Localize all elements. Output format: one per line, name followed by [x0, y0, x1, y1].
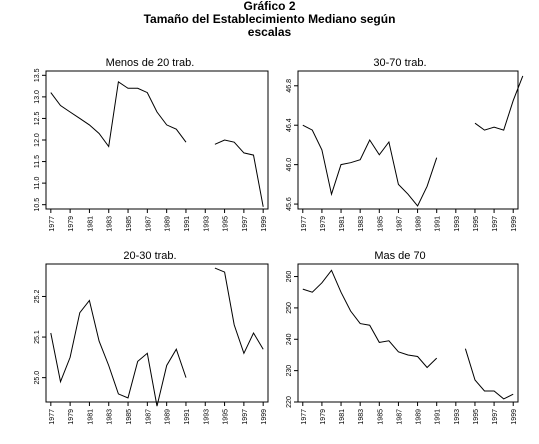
- x-tick-label: 1985: [126, 216, 133, 232]
- x-tick-label: 1987: [396, 409, 403, 425]
- x-tick-label: 1999: [261, 409, 268, 425]
- chart-panel-2: 30-70 trab. 1977 1979 1981 1983 1985 1987 1989 1…: [286, 57, 524, 232]
- x-tick-label: 1993: [454, 216, 461, 232]
- x-tick-label: 1991: [435, 216, 442, 232]
- y-tick-label: 25.0: [34, 371, 41, 385]
- y-tick-label: 46.8: [286, 79, 293, 93]
- figure-number: Gráfico 2: [243, 0, 296, 13]
- chart-panel-4: Mas de 70 1977 1979 1981 1983 1985 1987 1989 199…: [286, 250, 519, 425]
- x-tick-label: 1997: [492, 409, 499, 425]
- y-tick-label: 25.1: [34, 330, 41, 344]
- series-line-1: [50, 80, 187, 148]
- y-tick-label: 25.2: [34, 290, 41, 304]
- y-tick-label: 230: [286, 365, 293, 377]
- y-tick-label: 13.5: [34, 68, 41, 82]
- x-tick-label: 1981: [87, 216, 94, 232]
- x-tick-label: 1987: [396, 216, 403, 232]
- series-line-2: [464, 348, 514, 400]
- chart-panel-1: Menos de 20 trab. 1977 1979 1981 1983 1985 198…: [34, 57, 269, 232]
- x-tick-label: 1979: [68, 216, 75, 232]
- y-tick-label: 220: [286, 396, 293, 408]
- x-tick-label: 1993: [203, 409, 210, 425]
- figure-header: Gráfico 2 Tamaño del Establecimiento Med…: [0, 0, 539, 39]
- figure-title-continued: escalas: [247, 25, 292, 39]
- x-tick-label: 1983: [358, 216, 365, 232]
- x-tick-label: 1979: [320, 216, 327, 232]
- x-tick-label: 1987: [145, 216, 152, 232]
- x-tick-label: 1999: [511, 216, 518, 232]
- chart-title: Mas de 70: [374, 250, 425, 262]
- x-tick-label: 1989: [416, 216, 423, 232]
- x-tick-label: 1985: [377, 409, 384, 425]
- x-tick-label: 1995: [473, 216, 480, 232]
- chart-title: 20-30 trab.: [123, 250, 176, 262]
- y-tick-label: 12.5: [34, 112, 41, 126]
- x-tick-label: 1977: [301, 409, 308, 425]
- x-tick-label: 1979: [320, 409, 327, 425]
- series-line-2: [214, 267, 264, 355]
- x-tick-label: 1981: [87, 409, 94, 425]
- y-tick-label: 46.0: [286, 158, 293, 172]
- y-tick-label: 10.5: [34, 198, 41, 212]
- chart-panel-3: 20-30 trab. 1977 1979 1981 1983 1985 1987 1989 1…: [34, 250, 269, 425]
- y-tick-label: 13.0: [34, 90, 41, 104]
- x-tick-label: 1979: [68, 409, 75, 425]
- series-line-1: [302, 124, 438, 207]
- x-tick-label: 1983: [358, 409, 365, 425]
- y-tick-label: 11.5: [34, 155, 41, 168]
- x-tick-label: 1997: [242, 216, 249, 232]
- x-tick-label: 1991: [184, 216, 191, 232]
- x-tick-label: 1983: [107, 216, 114, 232]
- y-tick-label: 46.4: [286, 118, 293, 132]
- x-tick-label: 1977: [49, 216, 56, 232]
- x-tick-label: 1977: [49, 409, 56, 425]
- x-tick-label: 1995: [473, 409, 480, 425]
- x-tick-label: 1989: [416, 409, 423, 425]
- chart-title: 30-70 trab.: [373, 57, 426, 69]
- x-tick-label: 1991: [435, 409, 442, 425]
- y-tick-label: 45.6: [286, 197, 293, 211]
- x-tick-label: 1997: [242, 409, 249, 425]
- plot-frame: [45, 70, 269, 210]
- x-tick-label: 1991: [184, 409, 191, 425]
- x-tick-label: 1981: [339, 409, 346, 425]
- y-tick-label: 260: [286, 271, 293, 283]
- y-tick-label: 240: [286, 333, 293, 345]
- x-tick-label: 1985: [377, 216, 384, 232]
- x-tick-label: 1985: [126, 409, 133, 425]
- x-tick-label: 1989: [165, 409, 172, 425]
- x-tick-label: 1983: [107, 409, 114, 425]
- x-tick-label: 1999: [261, 216, 268, 232]
- y-tick-label: 11.0: [34, 176, 41, 189]
- x-tick-label: 1987: [145, 409, 152, 425]
- plot-frame: [297, 70, 519, 210]
- x-tick-label: 1981: [339, 216, 346, 232]
- x-tick-label: 1993: [454, 409, 461, 425]
- plot-frame: [45, 263, 269, 403]
- x-tick-label: 1977: [301, 216, 308, 232]
- x-tick-label: 1995: [223, 409, 230, 425]
- series-line-1: [50, 299, 187, 407]
- x-tick-label: 1995: [223, 216, 230, 232]
- y-tick-label: 12.0: [34, 133, 41, 147]
- series-line-2: [214, 139, 264, 207]
- x-tick-label: 1989: [165, 216, 172, 232]
- series-line-2: [474, 75, 524, 131]
- plot-frame: [297, 263, 519, 403]
- x-tick-label: 1999: [511, 409, 518, 425]
- chart-title: Menos de 20 trab.: [106, 57, 195, 69]
- series-line-1: [302, 269, 438, 369]
- x-tick-label: 1993: [203, 216, 210, 232]
- y-tick-label: 250: [286, 302, 293, 314]
- figure-title: Tamaño del Establecimiento Mediano según: [143, 12, 396, 26]
- x-tick-label: 1997: [492, 216, 499, 232]
